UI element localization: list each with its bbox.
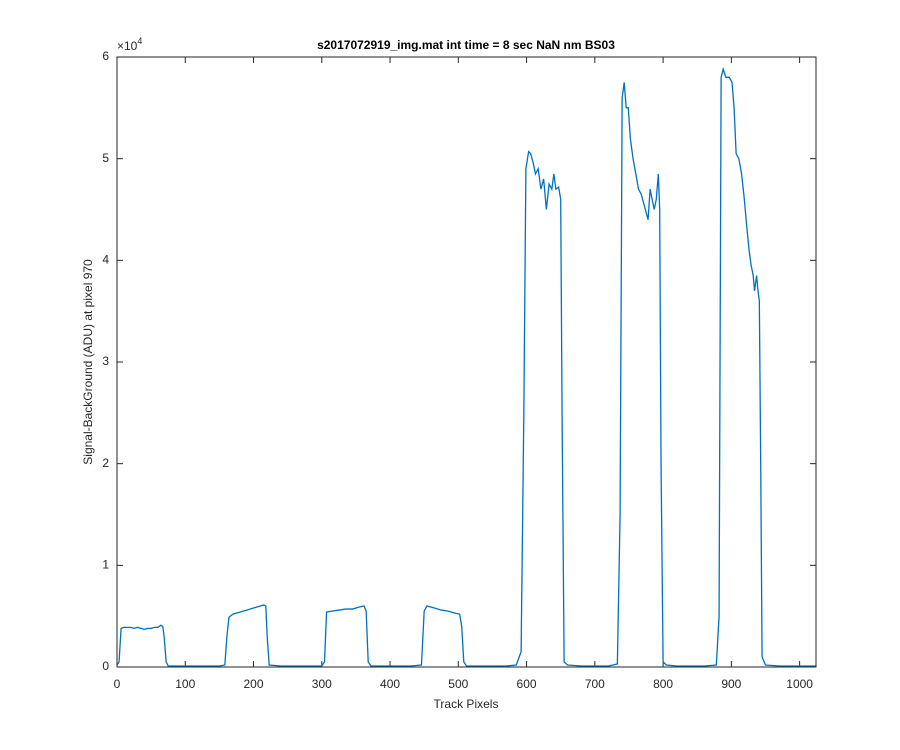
x-tick-label: 1000 bbox=[786, 677, 813, 691]
data-line bbox=[116, 66, 816, 667]
x-axis-label: Track Pixels bbox=[434, 697, 499, 711]
x-tick-label: 400 bbox=[380, 677, 400, 691]
x-tick-label: 700 bbox=[585, 677, 605, 691]
y-multiplier-exponent: 4 bbox=[137, 36, 142, 46]
x-tick-label: 800 bbox=[653, 677, 673, 691]
y-tick-label: 2 bbox=[102, 456, 109, 470]
y-tick-label: 3 bbox=[102, 354, 109, 368]
y-tick-label: 1 bbox=[102, 558, 109, 572]
y-multiplier-base: ×10 bbox=[117, 39, 138, 53]
y-multiplier: ×104 bbox=[117, 36, 142, 53]
y-tick-label: 6 bbox=[102, 49, 109, 63]
x-tick-label: 600 bbox=[517, 677, 537, 691]
x-tick-label: 200 bbox=[244, 677, 264, 691]
y-tick-label: 4 bbox=[102, 253, 109, 267]
chart-title: s2017072919_img.mat int time = 8 sec NaN… bbox=[317, 38, 615, 52]
y-tick-label: 5 bbox=[102, 151, 109, 165]
x-tick-label: 300 bbox=[312, 677, 332, 691]
x-tick-label: 500 bbox=[448, 677, 468, 691]
x-tick-label: 100 bbox=[175, 677, 195, 691]
y-axis-label: Signal-BackGround (ADU) at pixel 970 bbox=[81, 259, 95, 465]
plot-frame bbox=[116, 56, 817, 668]
y-tick-label: 0 bbox=[102, 659, 109, 673]
x-tick-label: 0 bbox=[114, 677, 121, 691]
x-tick-label: 900 bbox=[721, 677, 741, 691]
